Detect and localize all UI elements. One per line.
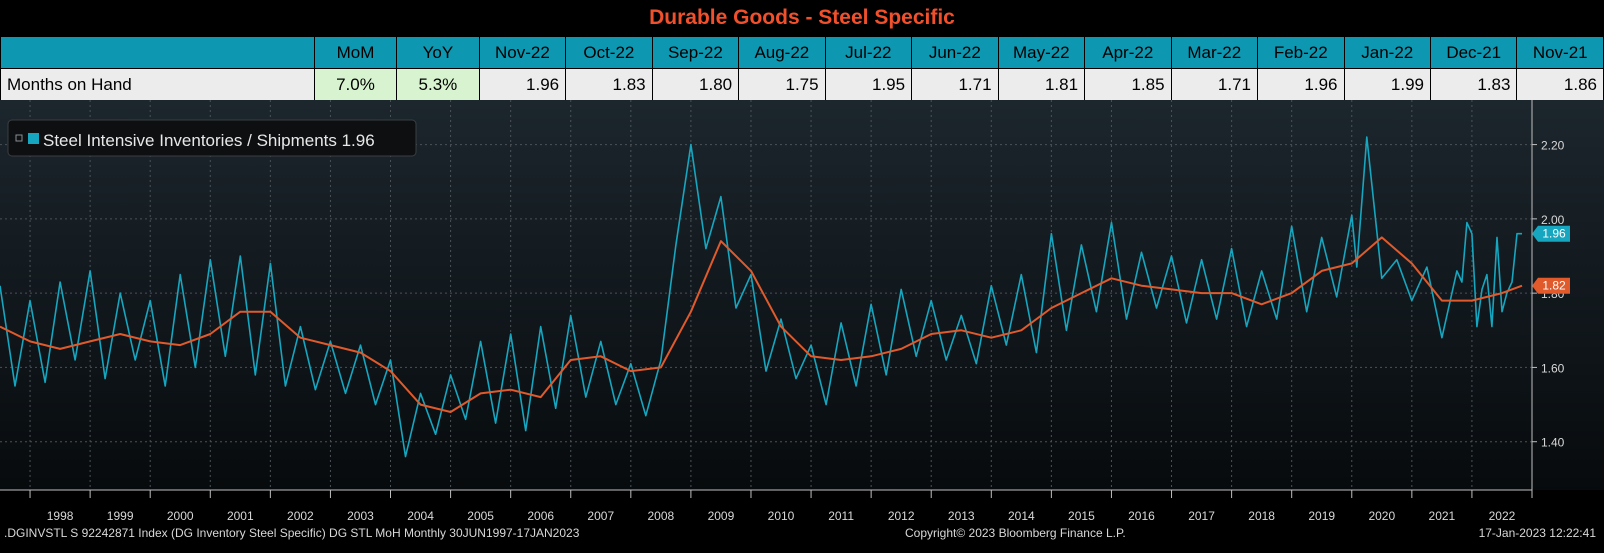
last-value-labels: 1.96 1.82 (1532, 225, 1570, 294)
value-cell: 1.85 (1084, 68, 1172, 101)
footer-copyright: Copyright© 2023 Bloomberg Finance L.P. (905, 526, 1126, 540)
header-cell: Oct-22 (565, 36, 653, 69)
x-tick-label: 2021 (1429, 509, 1456, 523)
x-tick-label: 2022 (1489, 509, 1516, 523)
legend-swatch (28, 133, 39, 144)
header-cell: Jan-22 (1343, 36, 1431, 69)
value-cell: 1.80 (651, 68, 740, 101)
value-cell: 1.86 (1516, 68, 1604, 101)
x-tick-label: 2005 (467, 509, 494, 523)
moving-average-line (0, 236, 1523, 413)
header-cell: Aug-22 (738, 36, 826, 69)
value-cell: 1.96 (1257, 68, 1345, 101)
x-axis: 1998 1999 2000 2001 2002 2003 2004 2005 2006 2007… (0, 489, 1604, 526)
inventories-shipments-line (0, 136, 1522, 458)
chart-title: Durable Goods - Steel Specific (0, 0, 1604, 36)
x-tick-label: 2008 (648, 509, 675, 523)
legend-box (7, 119, 417, 157)
x-tick-label: 1999 (107, 509, 134, 523)
header-cell (0, 36, 315, 69)
header-cell: Dec-21 (1429, 36, 1518, 69)
x-tick-label: 2015 (1068, 509, 1095, 523)
value-cell: 1.81 (997, 68, 1086, 101)
header-cell: May-22 (997, 36, 1086, 69)
x-tick-label: 2016 (1128, 509, 1155, 523)
footer-timestamp: 17-Jan-2023 12:22:41 (1478, 526, 1596, 540)
value-cell: 1.83 (1429, 68, 1518, 101)
x-tick-label: 2006 (527, 509, 554, 523)
y-tick-label: 2.00 (1541, 213, 1565, 227)
value-cell: 1.83 (565, 68, 653, 101)
footer: .DGINVSTL S 92242871 Index (DG Inventory… (0, 526, 1604, 553)
last-value-tag-text: 1.82 (1542, 279, 1566, 293)
summary-data-row: Months on Hand 7.0% 5.3% 1.96 1.83 1.80 … (0, 68, 1604, 101)
x-tick-label: 2013 (948, 509, 975, 523)
footer-ticker: .DGINVSTL S 92242871 Index (DG Inventory… (4, 526, 580, 540)
last-value-tag: 1.96 (1532, 225, 1570, 242)
value-cell: 1.96 (478, 68, 567, 101)
x-tick-label: 2002 (287, 509, 314, 523)
summary-table: MoM YoY Nov-22 Oct-22 Sep-22 Aug-22 Jul-… (0, 36, 1604, 101)
last-value-tag: 1.82 (1532, 277, 1570, 294)
x-tick-label: 2007 (587, 509, 614, 523)
x-tick-label: 2017 (1188, 509, 1215, 523)
header-cell: Feb-22 (1257, 36, 1345, 69)
x-tick-label: 2010 (768, 509, 795, 523)
header-cell: Apr-22 (1084, 36, 1172, 69)
legend-label: Steel Intensive Inventories / Shipments … (43, 131, 375, 150)
x-tick-label: 2011 (828, 509, 854, 523)
x-tick-label: 1998 (47, 509, 74, 523)
header-cell: Jun-22 (911, 36, 999, 69)
chart-canvas: 1.401.601.802.002.20 1998 1999 2000 2001 200… (0, 100, 1604, 526)
row-label: Months on Hand (0, 68, 315, 101)
x-tick-label: 2019 (1308, 509, 1335, 523)
legend-expand-icon[interactable] (15, 134, 23, 142)
value-cell: 1.71 (911, 68, 999, 101)
header-cell: Nov-22 (478, 36, 567, 69)
x-tick-label: 2018 (1248, 509, 1275, 523)
mom-cell: 7.0% (313, 68, 398, 101)
y-axis: 1.401.601.802.002.20 (1531, 100, 1565, 490)
legend[interactable]: Steel Intensive Inventories / Shipments … (7, 119, 417, 157)
x-tick-label: 2004 (407, 509, 434, 523)
value-cell: 1.99 (1343, 68, 1431, 101)
last-value-tag-bg (1532, 277, 1570, 294)
header-cell: Jul-22 (824, 36, 913, 69)
last-value-tag-bg (1532, 225, 1570, 242)
value-cell: 1.75 (738, 68, 826, 101)
header-cell: Mar-22 (1170, 36, 1259, 69)
x-tick-label: 2020 (1368, 509, 1395, 523)
last-value-tag-text: 1.96 (1542, 227, 1566, 241)
value-cell: 1.71 (1170, 68, 1259, 101)
header-cell: MoM (313, 36, 398, 69)
y-tick-label: 2.20 (1541, 139, 1565, 153)
plot-background (0, 100, 1604, 526)
x-tick-label: 2014 (1008, 509, 1035, 523)
x-axis-band (0, 490, 1604, 526)
y-tick-label: 1.60 (1541, 361, 1565, 375)
yoy-cell: 5.3% (396, 68, 480, 101)
x-tick-label: 2000 (167, 509, 194, 523)
grid (0, 100, 1532, 490)
x-tick-label: 2012 (888, 509, 915, 523)
value-cell: 1.95 (824, 68, 913, 101)
summary-header-row: MoM YoY Nov-22 Oct-22 Sep-22 Aug-22 Jul-… (0, 36, 1604, 69)
x-tick-label: 2001 (227, 509, 254, 523)
header-cell: YoY (396, 36, 480, 69)
x-tick-label: 2009 (708, 509, 735, 523)
y-tick-label: 1.40 (1541, 436, 1565, 450)
header-cell: Sep-22 (651, 36, 740, 69)
series-lines (0, 136, 1523, 458)
x-tick-label: 2003 (347, 509, 374, 523)
header-cell: Nov-21 (1516, 36, 1604, 69)
